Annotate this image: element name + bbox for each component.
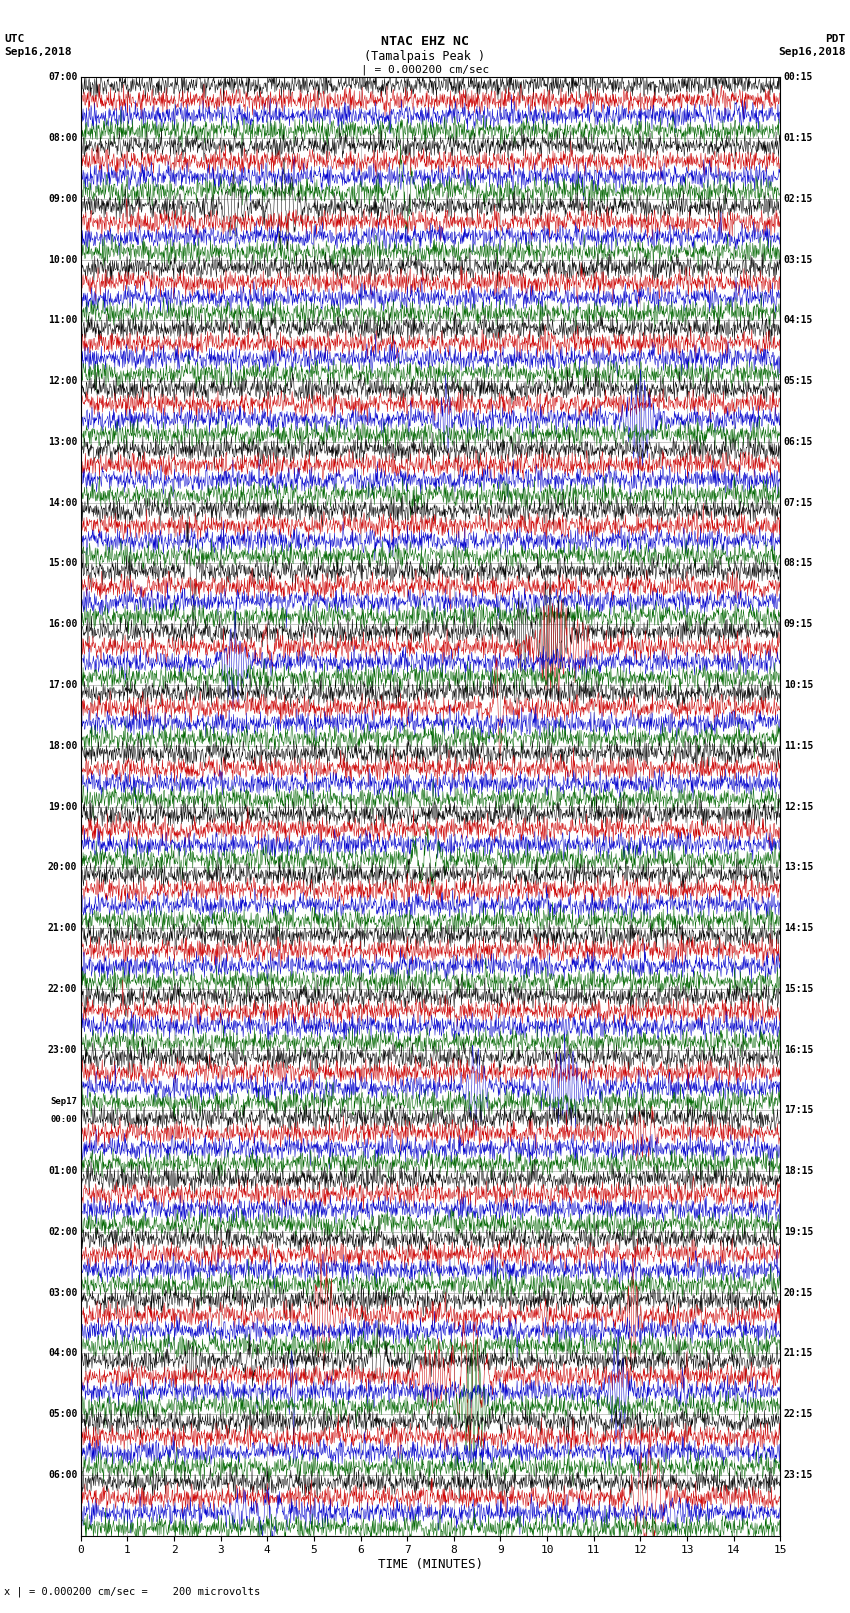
Text: 07:00: 07:00 bbox=[48, 73, 77, 82]
Text: 12:00: 12:00 bbox=[48, 376, 77, 386]
Text: 22:00: 22:00 bbox=[48, 984, 77, 994]
Text: 14:15: 14:15 bbox=[784, 923, 813, 932]
Text: 19:15: 19:15 bbox=[784, 1227, 813, 1237]
Text: 03:15: 03:15 bbox=[784, 255, 813, 265]
Text: PDT: PDT bbox=[825, 34, 846, 44]
Text: 12:15: 12:15 bbox=[784, 802, 813, 811]
Text: 15:00: 15:00 bbox=[48, 558, 77, 568]
Text: 22:15: 22:15 bbox=[784, 1410, 813, 1419]
Text: 01:00: 01:00 bbox=[48, 1166, 77, 1176]
Text: 01:15: 01:15 bbox=[784, 134, 813, 144]
Text: 09:00: 09:00 bbox=[48, 194, 77, 203]
Text: 04:00: 04:00 bbox=[48, 1348, 77, 1358]
Text: 19:00: 19:00 bbox=[48, 802, 77, 811]
Text: 04:15: 04:15 bbox=[784, 316, 813, 326]
Text: x | = 0.000200 cm/sec =    200 microvolts: x | = 0.000200 cm/sec = 200 microvolts bbox=[4, 1586, 260, 1597]
Text: 05:15: 05:15 bbox=[784, 376, 813, 386]
Text: 06:15: 06:15 bbox=[784, 437, 813, 447]
Text: 20:00: 20:00 bbox=[48, 863, 77, 873]
X-axis label: TIME (MINUTES): TIME (MINUTES) bbox=[378, 1558, 483, 1571]
Text: 23:15: 23:15 bbox=[784, 1469, 813, 1479]
Text: 11:15: 11:15 bbox=[784, 740, 813, 750]
Text: 18:15: 18:15 bbox=[784, 1166, 813, 1176]
Text: 10:00: 10:00 bbox=[48, 255, 77, 265]
Text: 17:00: 17:00 bbox=[48, 681, 77, 690]
Text: 08:00: 08:00 bbox=[48, 134, 77, 144]
Text: 16:15: 16:15 bbox=[784, 1045, 813, 1055]
Text: Sep17: Sep17 bbox=[50, 1097, 77, 1107]
Text: Sep16,2018: Sep16,2018 bbox=[4, 47, 71, 56]
Text: 23:00: 23:00 bbox=[48, 1045, 77, 1055]
Text: 08:15: 08:15 bbox=[784, 558, 813, 568]
Text: 09:15: 09:15 bbox=[784, 619, 813, 629]
Text: 20:15: 20:15 bbox=[784, 1287, 813, 1297]
Text: 02:15: 02:15 bbox=[784, 194, 813, 203]
Text: 21:15: 21:15 bbox=[784, 1348, 813, 1358]
Text: 10:15: 10:15 bbox=[784, 681, 813, 690]
Text: 21:00: 21:00 bbox=[48, 923, 77, 932]
Text: 05:00: 05:00 bbox=[48, 1410, 77, 1419]
Text: 06:00: 06:00 bbox=[48, 1469, 77, 1479]
Text: 11:00: 11:00 bbox=[48, 316, 77, 326]
Text: 13:00: 13:00 bbox=[48, 437, 77, 447]
Text: 16:00: 16:00 bbox=[48, 619, 77, 629]
Text: 02:00: 02:00 bbox=[48, 1227, 77, 1237]
Text: 14:00: 14:00 bbox=[48, 498, 77, 508]
Text: 17:15: 17:15 bbox=[784, 1105, 813, 1115]
Text: UTC: UTC bbox=[4, 34, 25, 44]
Text: | = 0.000200 cm/sec: | = 0.000200 cm/sec bbox=[361, 65, 489, 76]
Text: 03:00: 03:00 bbox=[48, 1287, 77, 1297]
Text: (Tamalpais Peak ): (Tamalpais Peak ) bbox=[365, 50, 485, 63]
Text: NTAC EHZ NC: NTAC EHZ NC bbox=[381, 35, 469, 48]
Text: 07:15: 07:15 bbox=[784, 498, 813, 508]
Text: 15:15: 15:15 bbox=[784, 984, 813, 994]
Text: 18:00: 18:00 bbox=[48, 740, 77, 750]
Text: Sep16,2018: Sep16,2018 bbox=[779, 47, 846, 56]
Text: 00:15: 00:15 bbox=[784, 73, 813, 82]
Text: 13:15: 13:15 bbox=[784, 863, 813, 873]
Text: 00:00: 00:00 bbox=[50, 1115, 77, 1124]
